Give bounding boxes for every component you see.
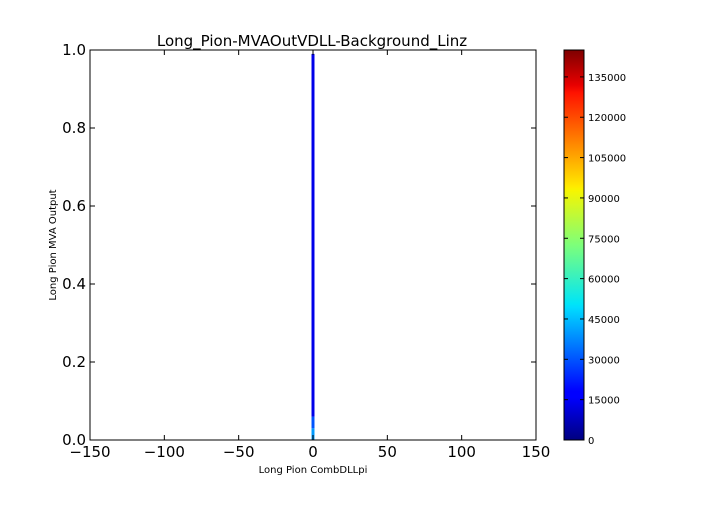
- chart-title: Long_Pion-MVAOutVDLL-Background_Linz: [157, 32, 467, 51]
- colorbar-tick-label: 90000: [588, 194, 620, 205]
- x-tick-label: 150: [522, 443, 551, 461]
- y-tick-label: 0.2: [62, 353, 86, 371]
- heatmap-cells: [311, 53, 315, 440]
- y-tick-label: 0.4: [62, 275, 86, 293]
- colorbar-tick-label: 105000: [588, 154, 626, 165]
- x-tick-label: −50: [223, 443, 255, 461]
- colorbar-tick-label: 60000: [588, 275, 620, 286]
- y-axis-label: Long Pion MVA Output: [48, 189, 59, 300]
- heatmap-cell: [311, 416, 315, 429]
- colorbar-tick-label: 135000: [588, 73, 626, 84]
- y-tick-label: 1.0: [62, 41, 86, 59]
- colorbar-tick-label: 30000: [588, 355, 620, 366]
- y-tick-label: 0.6: [62, 197, 86, 215]
- x-axis: −150 −100 −50 0 50 100 150: [69, 50, 550, 461]
- colorbar-tick-label: 120000: [588, 113, 626, 124]
- x-tick-label: 0: [308, 443, 318, 461]
- colorbar-tick-label: 15000: [588, 396, 620, 407]
- colorbar-tick-label: 45000: [588, 315, 620, 326]
- colorbar-tick-label: 0: [588, 436, 594, 447]
- heatmap-cell: [311, 428, 315, 440]
- x-tick-label: 100: [447, 443, 476, 461]
- colorbar-tick-label: 75000: [588, 234, 620, 245]
- y-tick-label: 0.8: [62, 119, 86, 137]
- y-tick-label: 0.0: [62, 431, 86, 449]
- heatmap-cell: [311, 53, 315, 417]
- x-tick-label: 50: [378, 443, 397, 461]
- colorbar-ticks: 0 15000 30000 45000 60000 75000 90000 105000 120…: [564, 73, 626, 447]
- x-tick-label: −100: [144, 443, 185, 461]
- x-axis-label: Long Pion CombDLLpi: [259, 465, 368, 476]
- x-tick-label: −150: [69, 443, 110, 461]
- colorbar: [563, 49, 585, 441]
- y-axis: 0.0 0.2 0.4 0.6 0.8 1.0: [62, 41, 536, 449]
